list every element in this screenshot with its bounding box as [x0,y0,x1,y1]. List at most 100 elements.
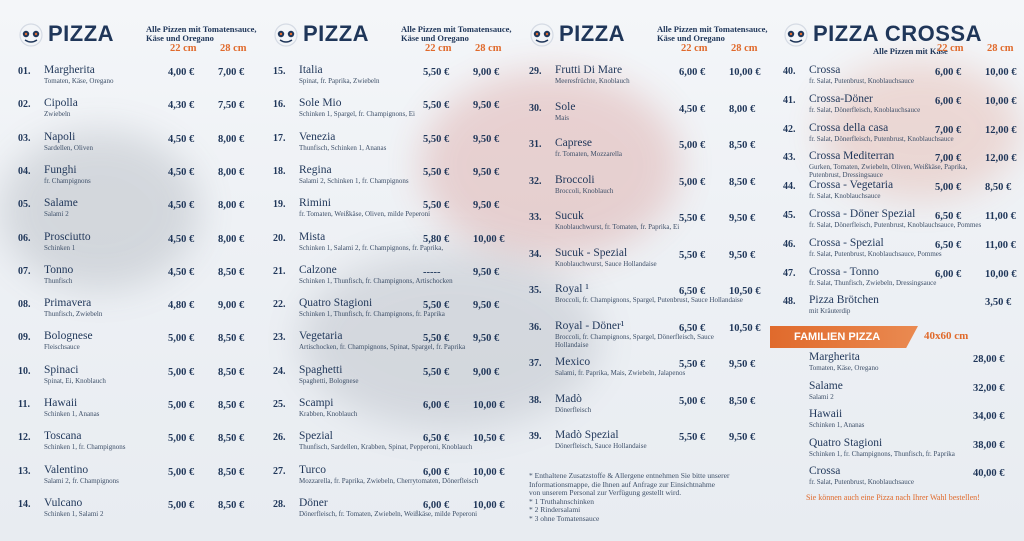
item-name: Margherita [44,64,95,76]
item-name: Hawaii [44,397,78,409]
column-header: PIZZA Alle Pizzen mit Tomatensauce, Käse … [18,20,258,68]
familien-price: 38,00 € [973,439,1005,451]
item-description: Zwiebeln [44,110,71,119]
item-number: 07. [18,265,31,277]
menu-item: 46. Crossa - Spezial fr. Salat, Putenbrust… [783,237,1023,267]
menu-item: 02. Cipolla Zwiebeln 4,30 € 7,50 € [18,97,258,127]
item-description: Spinat, Ei, Knoblauch [44,376,106,385]
menu-item: 47. Crossa - Tonno fr. Salat, Thunfisch, Z… [783,266,1023,296]
price-large: 9,00 € [473,366,500,378]
price-large: 3,50 € [985,297,1012,309]
item-name: Valentino [44,463,89,476]
item-name: Crossa [809,465,841,477]
item-name: Döner [299,496,328,509]
item-description: Artischocken, fr. Champignons, Spinat, S… [299,343,466,352]
item-description: Mais [555,113,569,122]
menu-item: 17. Venezia Thunfisch, Schinken 1, Ananas 5… [273,131,513,161]
item-name: Toscana [44,430,82,443]
menu-item: 23. Vegetaria Artischocken, fr. Champignon… [273,330,513,360]
item-name: Vegetaria [299,330,343,343]
menu-item: 11. Hawaii Schinken 1, Ananas 5,00 € 8,50 € [18,397,258,427]
price-large: 8,50 € [218,433,245,445]
price-large: 8,50 € [218,466,245,478]
menu-item: 19. Rimini fr. Tomaten, Weißkäse, Oliven, … [273,197,513,227]
item-number: 03. [18,132,31,144]
price-large: 9,50 € [729,359,756,370]
menu-item: 21. Calzone Schinken 1, Thunfisch, fr. Cha… [273,264,513,294]
menu-item: 33. Sucuk Knoblauchwurst, fr. Tomaten, fr.… [529,210,769,240]
item-name: Bolognese [44,330,93,343]
menu-item: 36. Royal - Döner¹ Broccoli, fr. Champigno… [529,320,769,350]
size-small-label: 22 cm [937,43,964,54]
item-description: Schinken 1, Salami 2, fr. Champignons, f… [299,243,444,252]
footnote-line: * 3 ohne Tomatensauce [529,513,600,523]
item-name: Regina [299,163,332,176]
item-description: Krabben, Knoblauch [299,410,358,418]
price-large: 8,00 € [218,166,245,178]
price-large: 8,50 € [218,400,245,411]
price-large: 8,50 € [218,366,245,378]
menu-item: 34. Sucuk - Spezial Knoblauchwurst, Sauce … [529,247,769,277]
price-large: 10,50 € [729,322,761,334]
menu-item: 43. Crossa Mediterran Gurken, Tomaten, Zwi… [783,150,1023,180]
menu-item: 04. Funghi fr. Champignons 4,50 € 8,00 € [18,164,258,194]
price-large: 9,50 € [473,100,500,112]
price-large: 7,50 € [218,100,245,112]
column-title: PIZZA [303,21,370,46]
menu-item: 24. Spaghetti Spaghetti, Bolognese 5,50 € 9,… [273,364,513,394]
familien-price: 34,00 € [973,411,1005,422]
item-name: Funghi [44,163,77,176]
price-small: 4,50 € [168,266,195,278]
item-description: Dönerfleisch, Sauce Hollandaise [555,442,647,450]
menu-item: 25. Scampi Krabben, Knoblauch 6,00 € 10,00 € [273,397,513,427]
price-small: 6,50 € [423,433,450,445]
item-description: Thunfisch, Schinken 1, Ananas [299,143,387,152]
item-description: Salami 2, fr. Champignons [44,476,119,485]
price-large: 8,00 € [729,103,756,115]
menu-column: PIZZA Alle Pizzen mit Tomatensauce, Käse … [18,0,258,541]
familien-item: Quatro Stagioni Schinken 1, fr. Champigno… [783,437,1023,467]
price-small: 6,00 € [935,268,962,280]
item-number: 27. [273,465,286,477]
price-large: 10,00 € [985,67,1017,78]
item-description: Broccoli, Knoblauch [555,186,614,195]
footnote-line: * 2 Rindersalami [529,505,581,514]
item-description: fr. Salat, Dönerfleisch, Putenbrust, Kno… [809,221,982,229]
familien-item: Margherita Tomaten, Käse, Oregano 28,00 € [783,351,1023,381]
menu-item: 06. Prosciutto Schinken 1 4,50 € 8,00 € [18,231,258,261]
familien-item: Hawaii Schinken 1, Ananas 34,00 € [783,408,1023,438]
item-name: Spaghetti [299,363,343,376]
price-small: 6,50 € [935,239,962,251]
price-large: 8,50 € [218,333,245,345]
menu-item: 27. Turco Mozzarella, fr. Paprika, Zwiebel… [273,464,513,494]
background-blob [820,60,1020,200]
item-number: 02. [18,99,31,111]
item-number: 17. [273,132,286,144]
price-large: 8,50 € [218,266,245,278]
menu-item: 22. Quatro Stagioni Schinken 1, Thunfisch,… [273,297,513,327]
item-description: fr. Salat, Putenbrust, Knoblauchsauce [809,77,914,85]
item-number: 35. [529,285,542,296]
menu-item: 07. Tonno Thunfisch 4,50 € 8,50 € [18,264,258,294]
item-number: 32. [529,175,542,187]
item-number: 28. [273,498,286,510]
item-name: Quatro Stagioni [809,436,883,449]
item-name: Quatro Stagioni [299,297,373,310]
price-large: 11,00 € [985,211,1016,222]
item-number: 05. [18,199,31,211]
familien-item: Crossa fr. Salat, Putenbrust, Knoblauchsa… [783,465,1023,495]
item-number: 16. [273,99,286,111]
price-small: 5,50 € [423,200,450,212]
background-blob [0,130,200,290]
price-small: ----- [423,266,441,278]
price-large: 9,00 € [473,67,500,78]
item-number: 48. [783,296,796,308]
item-description: Dönerfleisch, fr. Tomaten, Zwiebeln, Wei… [299,509,478,518]
item-description: fr. Tomaten, Weißkäse, Oliven, milde Pep… [299,210,431,219]
price-large: 9,50 € [473,300,500,312]
item-number: 33. [529,212,542,223]
familien-size-label: 40x60 cm [924,330,969,342]
price-small: 5,00 € [679,140,706,151]
item-name: Salame [809,379,843,392]
price-small: 5,00 € [679,395,706,407]
